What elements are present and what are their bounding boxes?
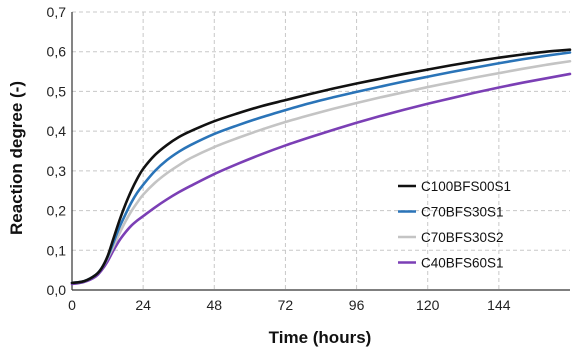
axes — [71, 12, 570, 291]
x-tick-label: 48 — [206, 297, 222, 313]
series-lines — [70, 48, 572, 286]
y-axis-label: Reaction degree (-) — [7, 81, 26, 235]
legend-entry: C70BFS30S2 — [421, 230, 504, 245]
y-tick-label: 0,5 — [47, 83, 67, 99]
y-tick-label: 0,3 — [47, 163, 67, 179]
x-tick-label: 0 — [68, 297, 76, 313]
y-tick-label: 0,7 — [47, 4, 67, 20]
y-tick-label: 0,6 — [47, 44, 67, 60]
x-tick-label: 120 — [416, 297, 440, 313]
series-line-C40BFS60S1 — [70, 72, 572, 286]
y-tick-label: 0,0 — [47, 282, 67, 298]
y-tick-label: 0,4 — [47, 123, 67, 139]
legend-entry: C70BFS30S1 — [421, 205, 504, 220]
legend-entry: C100BFS00S1 — [421, 179, 511, 194]
tick-labels: 0,0 0,1 0,2 0,3 0,4 0,5 0,6 0,7 0 24 48 72 96 120 144 — [47, 4, 511, 313]
y-tick-label: 0,1 — [47, 242, 67, 258]
y-tick-label: 0,2 — [47, 203, 67, 219]
x-tick-label: 72 — [278, 297, 294, 313]
legend: C100BFS00S1 C70BFS30S1 C70BFS30S2 C40BFS60S… — [398, 179, 511, 271]
x-tick-label: 24 — [135, 297, 151, 313]
x-axis-label: Time (hours) — [269, 328, 372, 347]
series-line-C100BFS00S1 — [70, 48, 572, 285]
x-tick-label: 96 — [349, 297, 365, 313]
x-tick-label: 144 — [487, 297, 511, 313]
legend-entry: C40BFS60S1 — [421, 256, 504, 271]
grid — [72, 11, 570, 290]
series-line-C70BFS30S2 — [70, 59, 572, 285]
